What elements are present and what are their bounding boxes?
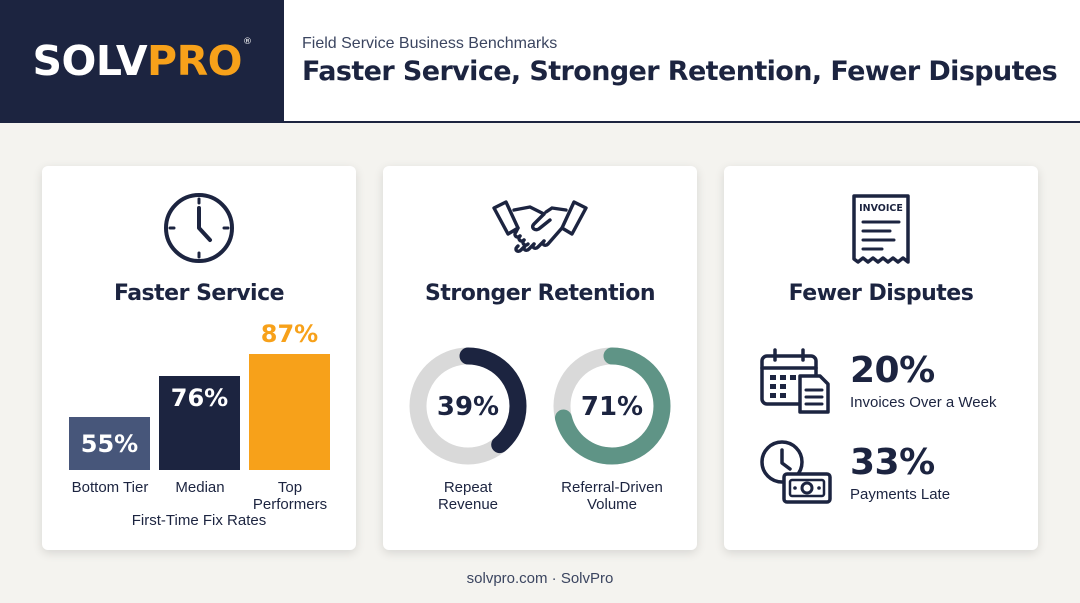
card-title-faster-service: Faster Service	[113, 281, 285, 306]
invoice-icon-text: INVOICE	[859, 203, 903, 214]
stat-label-invoices: Invoices Over a Week	[850, 394, 997, 411]
stat-value-payments: 33%	[850, 442, 935, 483]
donut-label-referral-driven-volume: Referral-Driven Volume	[542, 479, 682, 513]
donut-value-referral-driven-volume: 71%	[580, 392, 644, 422]
chart-caption: First-Time Fix Rates	[131, 512, 267, 529]
card-title-stronger-retention: Stronger Retention	[425, 281, 655, 306]
bar-label-top-performers: Top Performers	[240, 479, 340, 513]
invoice-icon: INVOICE	[850, 192, 912, 273]
solvpro-logo[interactable]: SOLVPRO®	[32, 37, 252, 85]
eyebrow-title: Field Service Business Benchmarks	[302, 35, 558, 52]
card-title-fewer-disputes: Fewer Disputes	[788, 281, 974, 306]
stat-label-payments: Payments Late	[850, 486, 951, 503]
header: SOLVPRO® Field Service Business Benchmar…	[0, 0, 1080, 123]
bar-label-median: Median	[175, 479, 225, 496]
stat-value-invoices: 20%	[850, 350, 935, 391]
logo-box: SOLVPRO®	[0, 0, 284, 122]
card-stronger-retention: Stronger Retention 39% Repeat Revenue 71…	[383, 166, 697, 550]
donut-label-text: Referral-Driven Volume	[561, 479, 663, 513]
bar-value: 76%	[170, 384, 229, 412]
bar-label-bottom-tier: Bottom Tier	[71, 479, 149, 496]
bar-top-performers	[249, 354, 330, 470]
donut-value-repeat-revenue: 39%	[436, 392, 500, 422]
clock-icon	[161, 190, 237, 271]
footer-credit[interactable]: solvpro.com · SolvPro	[466, 570, 614, 587]
page-title: Faster Service, Stronger Retention, Fewe…	[302, 56, 1058, 87]
donut-referral-driven-volume	[553, 347, 671, 465]
handshake-icon	[490, 194, 590, 269]
donut-repeat-revenue	[409, 347, 527, 465]
calendar-document-icon	[758, 346, 834, 419]
donut-label-repeat-revenue: Repeat Revenue	[398, 479, 538, 513]
donut-arc	[409, 347, 527, 465]
bar-value: 55%	[80, 429, 139, 458]
card-fewer-disputes: INVOICE Fewer Disputes	[724, 166, 1038, 550]
clock-cash-icon	[758, 438, 834, 513]
bar-bottom-tier: 55%	[69, 417, 150, 470]
bar-value-top-performers: 87%	[260, 320, 319, 348]
donut-arc	[553, 347, 671, 465]
bar-label-top-performers-text: Top Performers	[252, 479, 328, 513]
card-faster-service: Faster Service 55% 76% 87% Bottom Tier M…	[42, 166, 356, 550]
donut-label-text: Repeat Revenue	[437, 479, 499, 513]
bar-median: 76%	[159, 376, 240, 470]
